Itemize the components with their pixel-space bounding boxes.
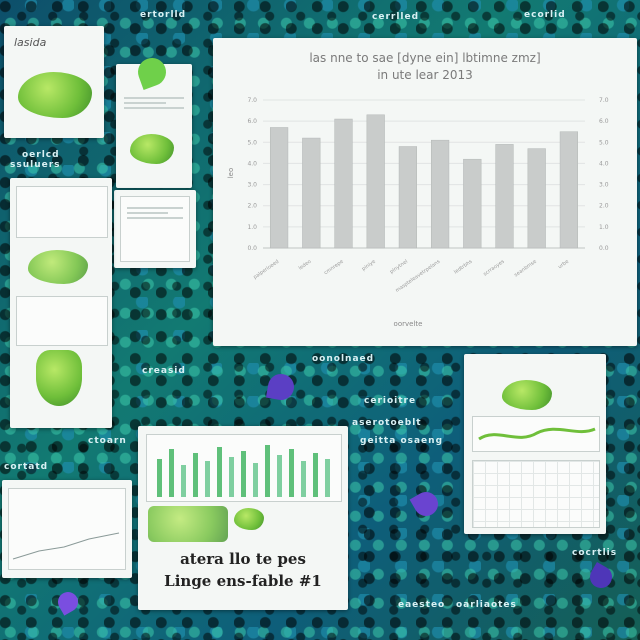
chart-ylabel: leo bbox=[227, 168, 235, 179]
chart-y-tick-label: 1.0 bbox=[247, 224, 257, 231]
chart-y-tick-label-right: 0.0 bbox=[599, 245, 609, 252]
mini-bar-chart bbox=[146, 434, 342, 502]
mini-grid-chart bbox=[472, 460, 600, 528]
mini-bars-svg bbox=[157, 445, 330, 497]
right-lower-card bbox=[464, 354, 606, 534]
chart-y-tick-label: 4.0 bbox=[247, 160, 257, 167]
chart-x-tick-label: cmnrepe bbox=[323, 259, 345, 277]
green-leaf-image bbox=[134, 54, 170, 90]
small-leaf-card bbox=[116, 54, 192, 188]
chart-y-tick-label: 5.0 bbox=[247, 139, 257, 146]
chart-bar bbox=[334, 118, 353, 249]
mini-line-svg bbox=[12, 532, 120, 560]
scattered-label: eaesteo bbox=[398, 600, 446, 610]
chart-bar bbox=[398, 146, 418, 249]
mini-chart bbox=[16, 186, 108, 238]
text-line bbox=[127, 212, 168, 214]
left-tall-card bbox=[10, 178, 112, 428]
chart-bar bbox=[302, 137, 321, 249]
scattered-label: oerlcd bbox=[22, 150, 60, 160]
main-bar-chart: las nne to sae [dyne ein] lbtimne zmz] i… bbox=[227, 51, 609, 328]
mini-map-chart bbox=[472, 416, 600, 452]
top-left-card: lasida bbox=[4, 26, 104, 138]
chart-y-tick-label-right: 6.0 bbox=[599, 118, 609, 125]
scattered-label: geitta osaeng bbox=[360, 436, 444, 446]
chart-bar bbox=[527, 148, 546, 249]
chart-y-tick-label-right: 1.0 bbox=[599, 224, 609, 231]
chart-xlabel: oorvelte bbox=[394, 320, 423, 328]
chart-bar bbox=[269, 127, 289, 249]
scattered-label: ertorlld bbox=[140, 10, 187, 20]
purple-leaf-decoration bbox=[585, 561, 617, 593]
green-funnel-image bbox=[36, 350, 82, 406]
text-line bbox=[127, 207, 183, 209]
scattered-label: ctoarn bbox=[88, 436, 127, 446]
mini-map-svg bbox=[478, 427, 596, 441]
bottom-center-card: atera llo te pes Linge ens-fable #1 bbox=[138, 426, 348, 610]
text-line bbox=[124, 102, 166, 104]
chart-y-tick-label-right: 5.0 bbox=[599, 139, 609, 146]
scattered-label: creasid bbox=[142, 366, 186, 376]
green-blob-image bbox=[28, 250, 88, 284]
chart-y-tick-label: 6.0 bbox=[247, 118, 257, 125]
chart-x-tick-label: seanbmse bbox=[513, 259, 537, 279]
chart-y-tick-label-right: 7.0 bbox=[599, 97, 609, 104]
chart-x-tick-label: ledtrbhs bbox=[453, 259, 474, 276]
chart-x-tick-label: piniye bbox=[361, 259, 377, 273]
mini-chart bbox=[120, 196, 190, 262]
chart-x-tick-labels: palperioeed ledeo cmnrepe piniye plnytnelmas… bbox=[252, 258, 570, 293]
purple-leaf-decoration bbox=[265, 371, 297, 403]
text-line bbox=[124, 97, 184, 99]
chart-y-tick-label-right: 3.0 bbox=[599, 182, 609, 189]
chart-x-tick-label: ledeo bbox=[298, 259, 313, 272]
scattered-label: oarliaotes bbox=[456, 600, 517, 610]
chart-bar bbox=[559, 131, 579, 249]
main-chart-card: las nne to sae [dyne ein] lbtimne zmz] i… bbox=[213, 38, 637, 346]
chart-title: las nne to sae [dyne ein] lbtimne zmz] bbox=[309, 51, 540, 65]
chart-y-tick-label: 0.0 bbox=[247, 245, 257, 252]
green-stripe-image bbox=[148, 506, 228, 542]
middle-small-card bbox=[114, 190, 196, 268]
scattered-label: cerrlled bbox=[372, 12, 420, 22]
scattered-label: cortatd bbox=[4, 462, 49, 472]
chart-x-tick-label: urbe bbox=[557, 259, 570, 271]
scattered-label: cerioitre bbox=[364, 396, 417, 406]
chart-y-tick-label: 2.0 bbox=[247, 203, 257, 210]
bottom-caption-line-1: atera llo te pes bbox=[180, 550, 306, 568]
chart-bar bbox=[430, 139, 450, 249]
text-line bbox=[124, 107, 184, 109]
chart-y-tick-label: 3.0 bbox=[247, 182, 257, 189]
chart-x-tick-label: plnytnel bbox=[389, 259, 409, 276]
purple-leaf-decoration bbox=[54, 588, 82, 616]
mini-line-chart bbox=[8, 488, 126, 570]
scattered-label: oonolnaed bbox=[312, 354, 375, 364]
chart-y-tick-labels: 0.0 0.0 1.0 1.0 2.0 2.0 3.0 3.0 4.0 4.0 5.0 5.0 6.0 6… bbox=[247, 97, 608, 252]
chart-x-tick-label: scrraoyes bbox=[482, 258, 506, 277]
scattered-label: ecorlid bbox=[524, 10, 566, 20]
chart-x-tick-label: palperioeed bbox=[252, 259, 280, 281]
green-leaf-image bbox=[234, 508, 264, 530]
text-line bbox=[127, 217, 183, 219]
top-left-card-title: lasida bbox=[14, 36, 47, 49]
chart-y-tick-label-right: 4.0 bbox=[599, 160, 609, 167]
mini-chart bbox=[16, 296, 108, 346]
green-shape-image bbox=[130, 134, 174, 164]
chart-y-tick-label-right: 2.0 bbox=[599, 203, 609, 210]
scattered-label: cocrtlis bbox=[572, 548, 618, 558]
green-blob-image bbox=[502, 380, 552, 410]
chart-bar bbox=[366, 114, 385, 249]
green-blob-image bbox=[18, 72, 92, 118]
scattered-label: aserotoeblt bbox=[352, 418, 422, 428]
chart-subtitle: in ute lear 2013 bbox=[377, 68, 473, 82]
chart-bars bbox=[269, 114, 579, 249]
bottom-caption-line-2: Linge ens-fable #1 bbox=[164, 572, 322, 590]
chart-bar bbox=[463, 158, 482, 249]
scattered-label: ssuluers bbox=[10, 160, 61, 170]
chart-y-tick-label: 7.0 bbox=[247, 97, 257, 104]
bottom-left-card bbox=[2, 480, 132, 578]
purple-leaf-decoration bbox=[409, 487, 443, 521]
chart-bar bbox=[495, 144, 514, 249]
